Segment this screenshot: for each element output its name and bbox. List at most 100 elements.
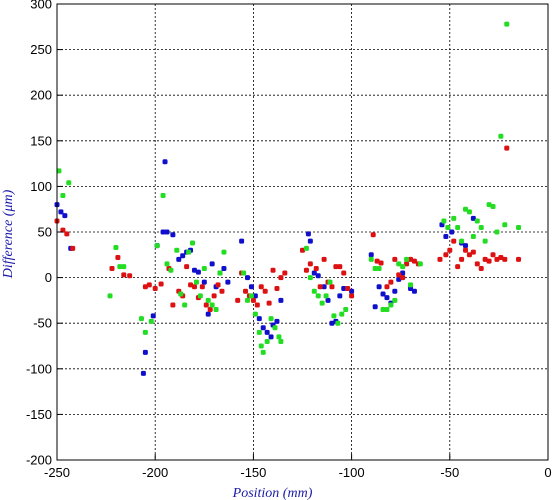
data-point	[463, 206, 469, 212]
data-point	[376, 265, 382, 271]
data-point	[400, 264, 406, 270]
data-point	[463, 243, 469, 249]
data-point	[516, 224, 522, 230]
data-point	[64, 231, 70, 237]
data-point	[443, 234, 449, 240]
data-point	[372, 265, 378, 271]
data-point	[303, 245, 309, 251]
data-point	[337, 293, 343, 299]
data-point	[60, 193, 66, 199]
data-point	[266, 300, 272, 306]
data-point	[117, 264, 123, 270]
data-point	[274, 318, 280, 324]
data-point	[256, 316, 262, 322]
data-point	[270, 267, 276, 273]
data-point	[217, 270, 223, 276]
data-point	[188, 282, 194, 288]
data-point	[121, 272, 127, 278]
data-point	[466, 252, 472, 258]
data-point	[321, 284, 327, 290]
data-point	[337, 264, 343, 270]
data-point	[408, 256, 414, 262]
data-point	[186, 249, 192, 255]
data-point	[245, 297, 251, 303]
data-point	[341, 270, 347, 276]
data-point	[392, 297, 398, 303]
data-point	[396, 276, 402, 282]
x-tick-label: -150	[240, 465, 266, 480]
data-point	[164, 261, 170, 267]
data-point	[466, 209, 472, 215]
y-tick-label: -200	[26, 453, 52, 468]
data-point	[478, 265, 484, 271]
data-point	[278, 275, 284, 281]
data-point	[411, 258, 417, 264]
data-point	[470, 249, 476, 255]
data-point	[66, 180, 72, 186]
y-tick-label: 100	[30, 179, 52, 194]
data-point	[158, 281, 164, 287]
data-point	[176, 256, 182, 262]
data-point	[323, 293, 329, 299]
data-point	[254, 302, 260, 308]
data-point	[138, 316, 144, 322]
data-point	[315, 293, 321, 299]
data-point	[319, 300, 325, 306]
data-point	[482, 238, 488, 244]
data-point	[154, 243, 160, 249]
data-point	[264, 338, 270, 344]
x-tick-label: -50	[440, 465, 459, 480]
y-tick-label: 200	[30, 88, 52, 103]
data-point	[498, 255, 504, 261]
data-point	[486, 258, 492, 264]
y-tick-label: -50	[33, 316, 52, 331]
data-point	[162, 159, 168, 165]
data-point	[307, 238, 313, 244]
data-point	[180, 253, 186, 259]
data-point	[248, 293, 254, 299]
data-point	[225, 279, 231, 285]
data-point	[329, 284, 335, 290]
data-point	[207, 307, 213, 313]
data-point	[142, 349, 148, 355]
data-point	[455, 264, 461, 270]
data-point	[256, 329, 262, 335]
data-point	[195, 269, 201, 275]
data-point	[262, 288, 268, 294]
data-point	[272, 325, 278, 331]
data-point	[268, 316, 274, 322]
data-point	[380, 291, 386, 297]
data-point	[311, 288, 317, 294]
data-point	[235, 297, 241, 303]
data-point	[374, 258, 380, 264]
data-point	[327, 279, 333, 285]
data-point	[127, 273, 133, 279]
data-point	[384, 307, 390, 313]
series-2	[54, 145, 522, 313]
data-point	[411, 288, 417, 294]
y-tick-label: 150	[30, 133, 52, 148]
data-point	[199, 284, 205, 290]
data-point	[201, 279, 207, 285]
data-point	[268, 334, 274, 340]
data-point	[331, 313, 337, 319]
data-point	[178, 291, 184, 297]
data-point	[384, 295, 390, 301]
data-point	[190, 240, 196, 246]
y-tick-label: 0	[45, 270, 52, 285]
data-point	[392, 288, 398, 294]
data-point	[368, 256, 374, 262]
data-point	[372, 304, 378, 310]
data-point	[215, 282, 221, 288]
data-point	[470, 215, 476, 221]
data-point	[182, 302, 188, 308]
data-point	[211, 293, 217, 299]
data-point	[174, 247, 180, 253]
data-point	[184, 264, 190, 270]
data-point	[160, 229, 166, 235]
data-point	[470, 234, 476, 240]
data-point	[333, 264, 339, 270]
data-point	[417, 261, 423, 267]
data-point	[388, 279, 394, 285]
